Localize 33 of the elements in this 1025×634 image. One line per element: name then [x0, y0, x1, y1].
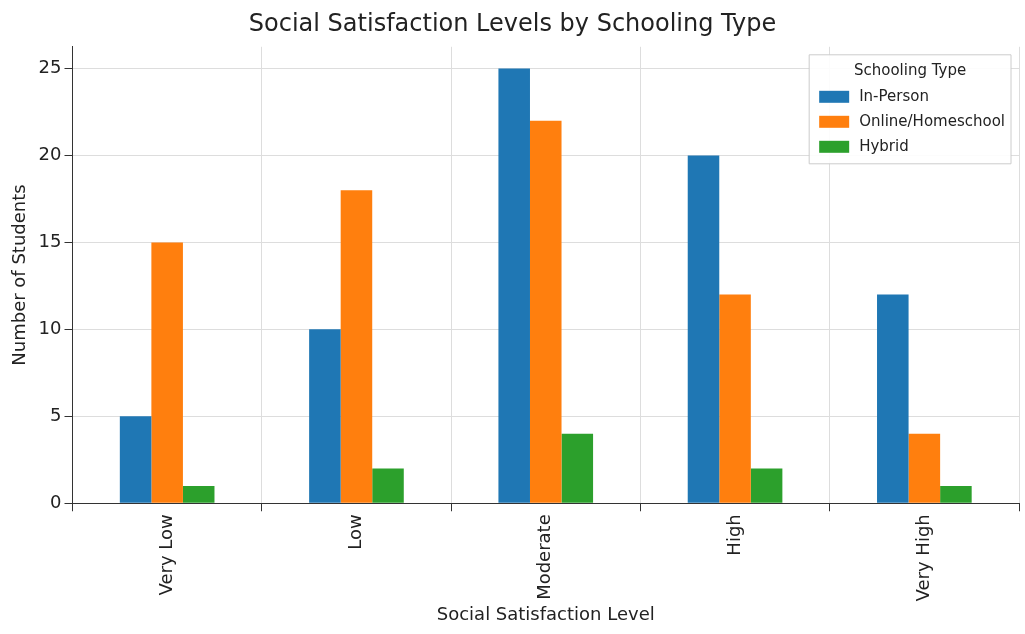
- bar: [182, 485, 215, 503]
- y-tick-label: 5: [50, 403, 62, 425]
- x-tick-label: High: [722, 514, 744, 556]
- bar: [309, 329, 341, 503]
- bar: [908, 433, 941, 503]
- bar: [119, 416, 152, 503]
- legend-label: Online/Homeschool: [859, 111, 1005, 130]
- bar: [719, 294, 751, 503]
- y-tick-label: 0: [50, 490, 62, 512]
- y-axis-title: Number of Students: [8, 184, 30, 366]
- legend-label: In-Person: [859, 86, 929, 105]
- bar: [529, 120, 562, 503]
- x-tick-label: Very Low: [154, 514, 176, 596]
- bar: [561, 433, 594, 503]
- chart-title: Social Satisfaction Levels by Schooling Type: [248, 8, 777, 37]
- x-tick-label: Low: [344, 514, 366, 550]
- bar: [340, 190, 373, 503]
- bar: [151, 242, 183, 503]
- y-tick-label: 25: [38, 56, 62, 78]
- bar: [940, 485, 972, 503]
- x-tick-label: Moderate: [533, 514, 555, 600]
- bar: [687, 155, 720, 503]
- x-axis-title: Social Satisfaction Level: [436, 602, 655, 624]
- bar: [750, 468, 783, 503]
- bar: [498, 68, 530, 503]
- bar: [372, 468, 404, 503]
- y-tick-label: 15: [38, 230, 62, 252]
- legend-label: Hybrid: [859, 136, 909, 155]
- legend-title: Schooling Type: [853, 60, 967, 79]
- y-tick-label: 20: [38, 143, 62, 165]
- bar: [877, 294, 909, 503]
- x-tick-label: Very High: [912, 514, 934, 602]
- y-tick-label: 10: [38, 317, 62, 339]
